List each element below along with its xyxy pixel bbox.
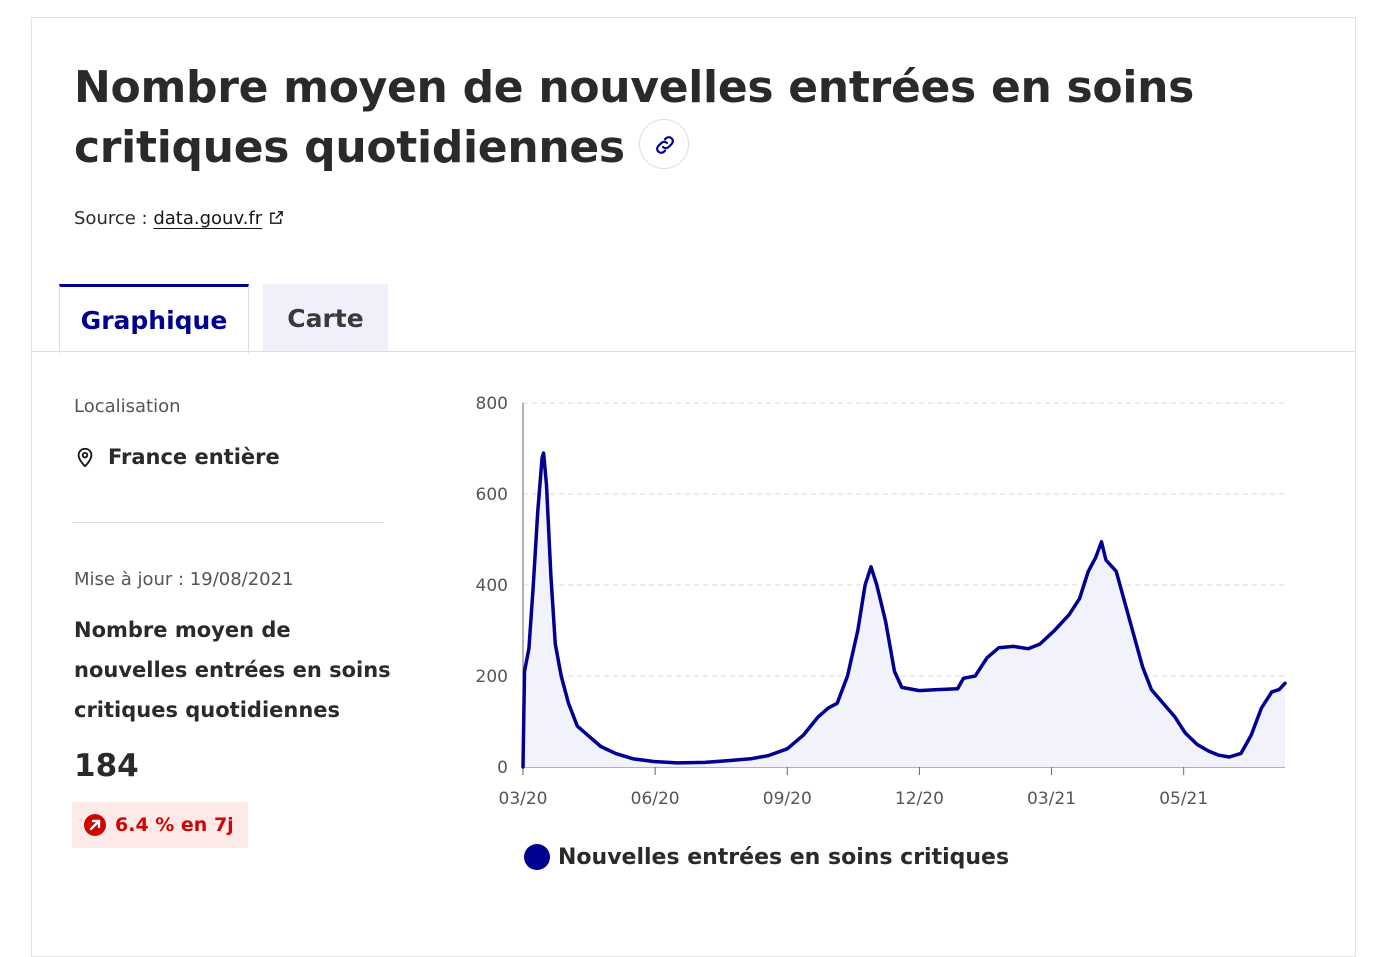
- series-line: [521, 451, 1287, 769]
- tab-carte[interactable]: Carte: [263, 284, 388, 352]
- legend-label: Nouvelles entrées en soins critiques: [558, 844, 1010, 870]
- indicator-card: Nombre moyen de nouvelles entrées en soi…: [31, 17, 1356, 957]
- location-label: Localisation: [74, 396, 181, 417]
- metric-value: 184: [74, 748, 139, 784]
- source-prefix: Source :: [74, 208, 148, 229]
- link-icon: [655, 136, 674, 154]
- y-tick-label: 0: [497, 758, 508, 778]
- location-selector[interactable]: France entière: [74, 445, 280, 469]
- tab-graphique[interactable]: Graphique: [59, 284, 249, 353]
- update-date: Mise à jour : 19/08/2021: [74, 569, 294, 590]
- external-link-icon: [270, 211, 284, 224]
- x-tick-label: 12/20: [895, 789, 944, 809]
- y-tick-label: 400: [476, 576, 508, 596]
- x-tick-label: 03/21: [1027, 789, 1076, 809]
- series-area: [523, 453, 1285, 767]
- tabs-divider: [32, 351, 1355, 352]
- y-tick-label: 800: [476, 394, 508, 414]
- x-tick-label: 03/20: [499, 789, 548, 809]
- sidebar-divider: [72, 522, 384, 523]
- x-tick-label: 06/20: [631, 789, 680, 809]
- chart-legend[interactable]: Nouvelles entrées en soins critiques: [524, 844, 1009, 870]
- source-line: Source : data.gouv.fr: [74, 208, 285, 229]
- location-value: France entière: [108, 445, 280, 469]
- tab-graphique-label: Graphique: [80, 305, 228, 335]
- page-title-text: Nombre moyen de nouvelles entrées en soi…: [74, 62, 1195, 173]
- y-tick-label: 600: [476, 485, 508, 505]
- copy-link-button[interactable]: [638, 119, 689, 169]
- arrow-up-right-icon: [84, 814, 106, 836]
- source-link-text: data.gouv.fr: [153, 208, 263, 229]
- page-title: Nombre moyen de nouvelles entrées en soi…: [74, 58, 1324, 178]
- legend-marker: [524, 844, 550, 870]
- y-tick-label: 200: [476, 667, 508, 687]
- x-tick-label: 05/21: [1159, 789, 1208, 809]
- trend-badge: 6.4 % en 7j: [72, 802, 248, 848]
- source-link[interactable]: data.gouv.fr: [153, 208, 285, 229]
- tab-carte-label: Carte: [287, 303, 364, 333]
- x-tick-label: 09/20: [763, 789, 812, 809]
- map-pin-icon: [77, 447, 93, 468]
- line-chart: 0 200 400 600 800 03/20 06/20 09/20 12/20 03/21 05…: [476, 394, 1287, 809]
- metric-label: Nombre moyen de nouvelles entrées en soi…: [74, 618, 391, 722]
- trend-text: 6.4 % en 7j: [115, 814, 234, 836]
